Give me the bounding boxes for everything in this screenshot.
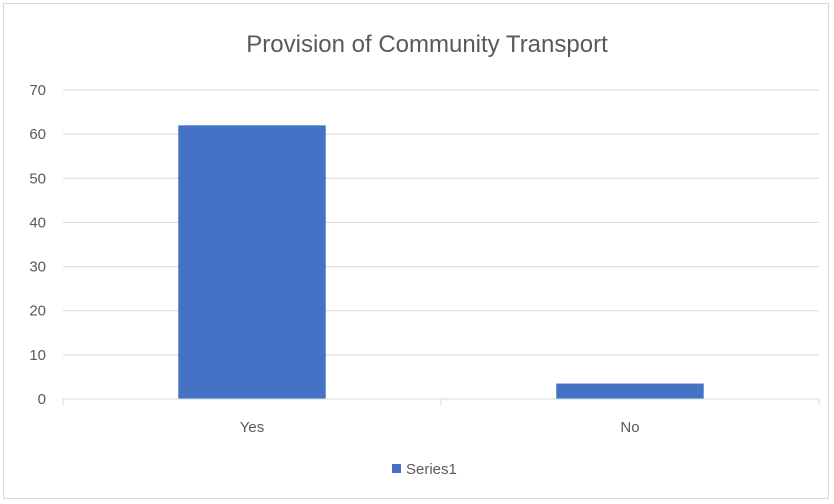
x-tick-label-no: No (620, 419, 639, 436)
legend-label-series1: Series1 (406, 461, 457, 478)
x-tick-label-yes: Yes (240, 419, 264, 436)
y-tick-label-20: 20 (29, 303, 46, 320)
x-axis: Yes No (62, 398, 820, 436)
y-tick-label-10: 10 (29, 347, 46, 364)
gridlines (63, 89, 819, 356)
y-tick-label-70: 70 (29, 82, 46, 99)
bar-no (556, 383, 704, 399)
y-tick-label-40: 40 (29, 214, 46, 231)
y-tick-label-50: 50 (29, 170, 46, 187)
chart-frame (3, 3, 829, 499)
y-tick-label-0: 0 (38, 391, 46, 408)
bar-yes (178, 125, 326, 400)
bars (178, 125, 704, 400)
chart-title: Provision of Community Transport (246, 31, 608, 58)
y-tick-label-60: 60 (29, 126, 46, 143)
y-axis-tick-labels: 0 10 20 30 40 50 60 70 (29, 82, 46, 408)
legend: Series1 (392, 461, 457, 478)
legend-swatch (392, 464, 401, 473)
y-tick-label-30: 30 (29, 259, 46, 276)
